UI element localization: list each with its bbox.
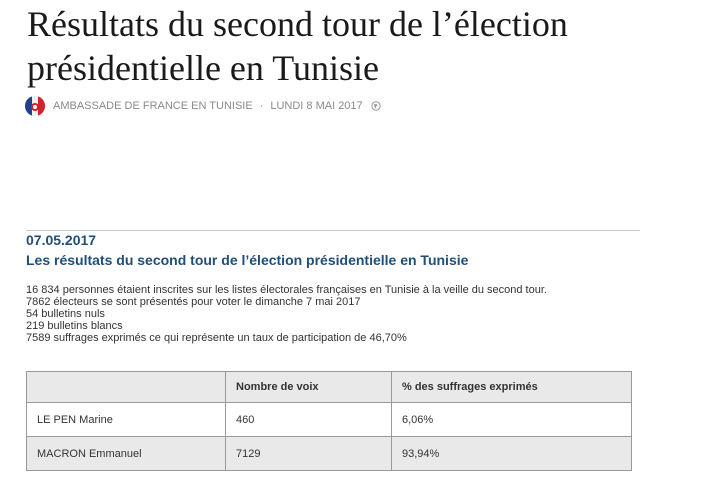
stats-block: 16 834 personnes étaient inscrites sur l… xyxy=(26,284,640,344)
article-heading: Les résultats du second tour de l’électi… xyxy=(26,252,469,268)
candidate-name: MACRON Emmanuel xyxy=(26,436,226,471)
table-header-row: Nombre de voix % des suffrages exprimés xyxy=(26,371,632,403)
stat-line: 7589 suffrages exprimés ce qui représent… xyxy=(26,332,407,344)
article-body: 07.05.2017 Les résultats du second tour … xyxy=(26,230,640,344)
table-header-percent: % des suffrages exprimés xyxy=(391,371,632,403)
vote-count: 7129 xyxy=(225,436,392,471)
stat-line: 16 834 personnes étaient inscrites sur l… xyxy=(26,284,547,296)
byline-separator: · xyxy=(259,100,264,112)
results-table: Nombre de voix % des suffrages exprimés … xyxy=(26,371,632,471)
vote-percent: 93,94% xyxy=(391,436,632,471)
page-title: Résultats du second tour de l’élection p… xyxy=(27,4,568,88)
author-link[interactable]: AMBASSADE DE FRANCE EN TUNISIE xyxy=(53,100,253,112)
embassy-avatar-icon[interactable] xyxy=(25,96,45,116)
table-header-votes: Nombre de voix xyxy=(225,371,392,403)
publish-date: LUNDI 8 MAI 2017 xyxy=(270,100,363,112)
candidate-name: LE PEN Marine xyxy=(26,402,226,437)
globe-icon xyxy=(370,101,381,111)
table-header-candidate xyxy=(26,371,226,403)
vote-percent: 6,06% xyxy=(391,402,632,437)
stat-line: 54 bulletins nuls xyxy=(26,308,105,320)
table-row: MACRON Emmanuel 7129 93,94% xyxy=(26,436,632,471)
table-row: LE PEN Marine 460 6,06% xyxy=(26,402,632,437)
article-date: 07.05.2017 xyxy=(26,232,97,248)
byline: AMBASSADE DE FRANCE EN TUNISIE · LUNDI 8… xyxy=(25,96,381,116)
vote-count: 460 xyxy=(225,402,392,437)
stat-line: 7862 électeurs se sont présentés pour vo… xyxy=(26,296,361,308)
stat-line: 219 bulletins blancs xyxy=(26,320,123,332)
